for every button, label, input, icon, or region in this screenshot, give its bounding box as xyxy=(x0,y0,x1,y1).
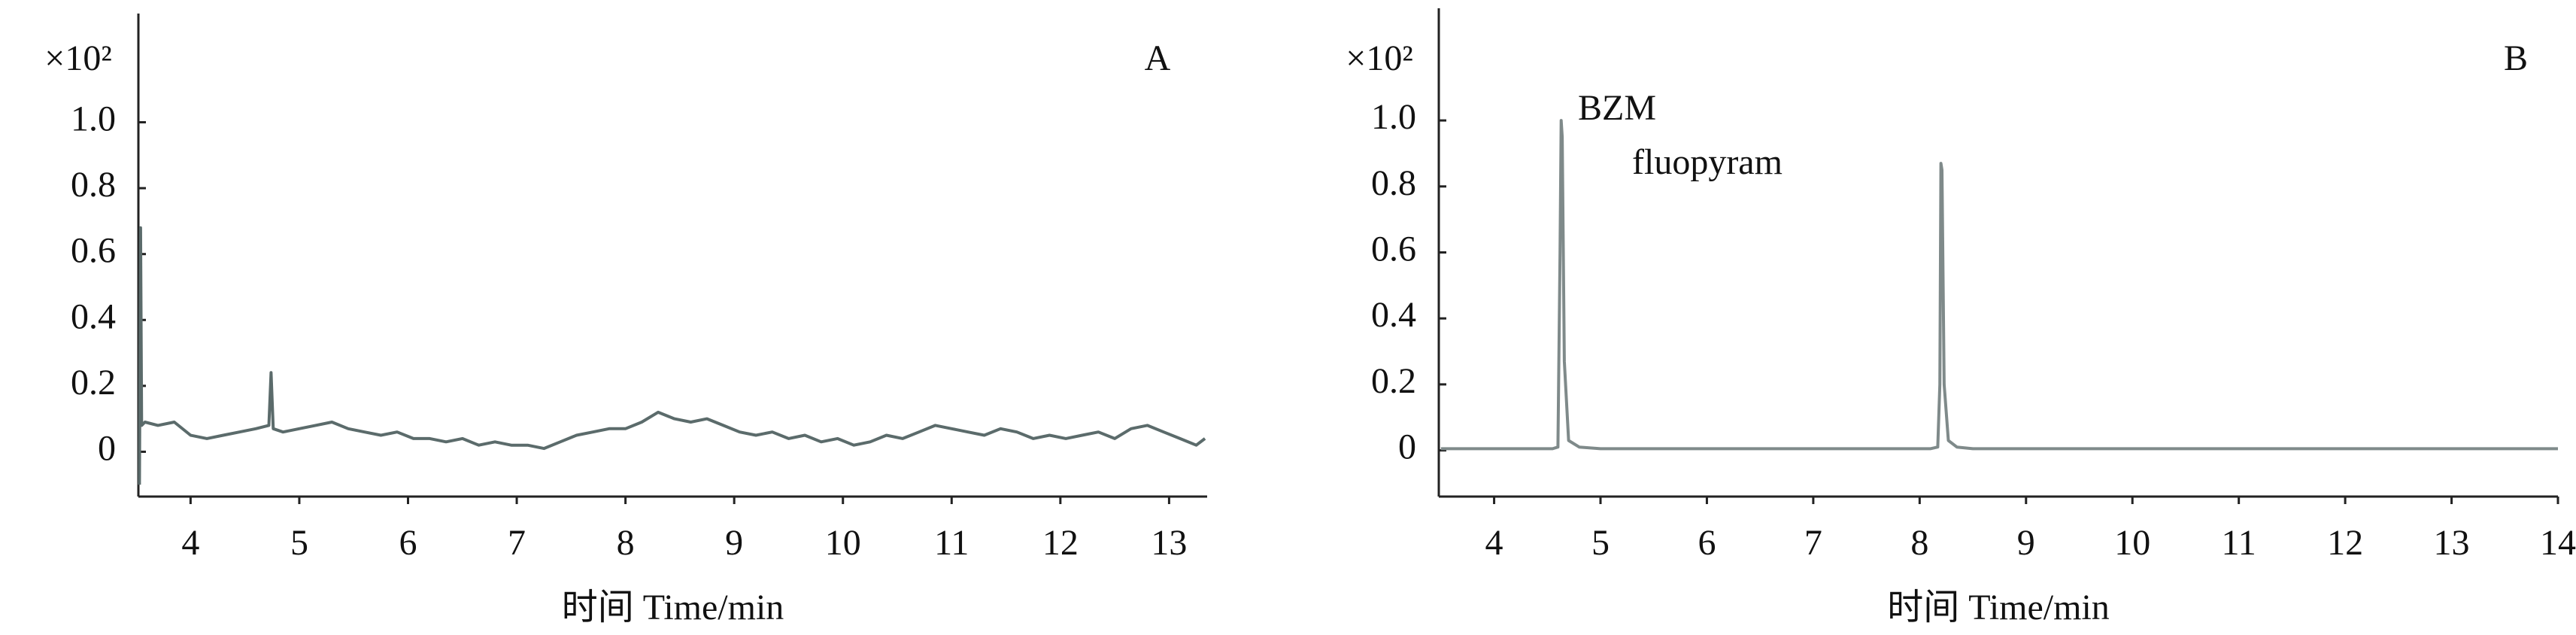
y-tick-label: 0.8 xyxy=(1371,163,1416,203)
peak-annotation: BZM xyxy=(1578,88,1656,128)
panel-label: A xyxy=(1145,38,1171,78)
x-tick-label: 7 xyxy=(508,523,526,563)
y-tick-label: 0.6 xyxy=(71,231,116,271)
x-tick-label: 11 xyxy=(934,523,969,563)
panel-label: B xyxy=(2504,38,2528,78)
x-axis-label: 时间 Time/min xyxy=(1887,588,2110,627)
y-multiplier: ×10² xyxy=(44,38,111,78)
x-tick-label: 10 xyxy=(825,523,861,563)
y-tick-label: 0.4 xyxy=(1371,295,1416,335)
y-tick-label: 0 xyxy=(1398,427,1416,467)
x-axis-label: 时间 Time/min xyxy=(562,588,784,627)
x-tick-label: 8 xyxy=(617,523,635,563)
x-tick-label: 5 xyxy=(1591,523,1610,563)
chromatogram-line xyxy=(1440,119,2558,451)
x-tick-label: 11 xyxy=(2222,523,2256,563)
x-tick-label: 12 xyxy=(1042,523,1079,563)
y-tick-label: 0.4 xyxy=(71,296,116,336)
x-tick-label: 6 xyxy=(1698,523,1716,563)
chromatogram-line xyxy=(138,226,1206,485)
x-tick-label: 9 xyxy=(725,523,743,563)
x-tick-label: 9 xyxy=(2017,523,2035,563)
x-tick-label: 13 xyxy=(1151,523,1187,563)
y-tick-label: 0.2 xyxy=(71,363,116,403)
x-tick-label: 14 xyxy=(2540,523,2576,563)
y-tick-label: 0.2 xyxy=(1371,361,1416,401)
y-multiplier: ×10² xyxy=(1346,38,1412,78)
x-tick-label: 7 xyxy=(1804,523,1822,563)
y-tick-label: 0 xyxy=(98,428,116,468)
x-tick-label: 8 xyxy=(1910,523,1928,563)
y-tick-label: 0.6 xyxy=(1371,229,1416,269)
x-tick-label: 10 xyxy=(2114,523,2150,563)
y-tick-label: 1.0 xyxy=(1371,97,1416,137)
x-tick-label: 6 xyxy=(399,523,417,563)
x-tick-label: 12 xyxy=(2327,523,2363,563)
y-tick-label: 1.0 xyxy=(71,99,116,139)
x-tick-label: 5 xyxy=(290,523,308,563)
y-tick-label: 0.8 xyxy=(71,165,116,205)
x-tick-label: 13 xyxy=(2434,523,2470,563)
x-tick-label: 4 xyxy=(1485,523,1503,563)
peak-annotation: fluopyram xyxy=(1632,142,1783,182)
x-tick-label: 4 xyxy=(181,523,199,563)
